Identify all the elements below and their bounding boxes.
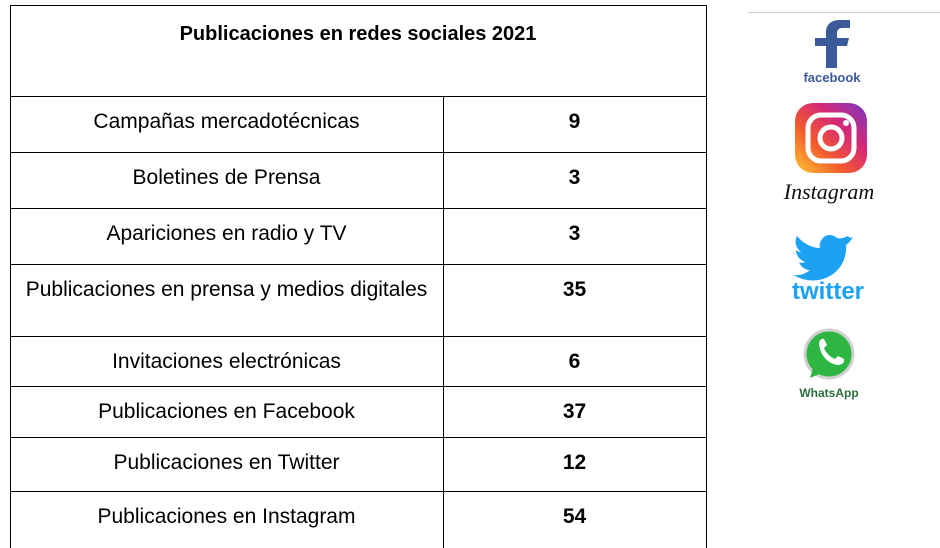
rule [748,12,940,13]
border [10,386,707,387]
border [10,5,11,548]
logo-label: Instagram [783,179,874,204]
border [10,437,707,438]
row-value: 6 [568,350,581,373]
row-label: Boletines de Prensa [132,166,321,189]
row-label: Invitaciones electrónicas [112,350,341,373]
logo-label: WhatsApp [799,386,858,400]
row-value: 37 [562,400,587,423]
row-label: Publicaciones en Facebook [98,400,355,423]
border [10,491,707,492]
facebook-icon [815,20,850,68]
logo-label: twitter [792,278,864,305]
row-label: Apariciones en radio y TV [106,222,347,245]
row-value: 3 [568,166,581,189]
border [10,96,707,97]
border [10,336,707,337]
row-value: 9 [568,110,581,133]
twitter-icon [793,235,853,281]
row-label: Campañas mercadotécnicas [93,110,360,133]
row-value: 3 [568,222,581,245]
table-title: Publicaciones en redes sociales 2021 [179,23,537,45]
row-label: Publicaciones en prensa y medios digital… [25,278,428,301]
border [10,208,707,209]
row-label: Publicaciones en Instagram [97,505,356,528]
border [10,264,707,265]
instagram-icon [795,103,867,173]
border [706,5,707,548]
border [443,96,444,548]
logo-label: facebook [803,70,861,85]
row-value: 12 [562,451,587,474]
row-value: 35 [562,278,587,301]
row-label: Publicaciones en Twitter [113,451,340,474]
row-value: 54 [562,505,587,528]
border [10,152,707,153]
border [10,5,707,6]
whatsapp-icon [803,328,855,380]
